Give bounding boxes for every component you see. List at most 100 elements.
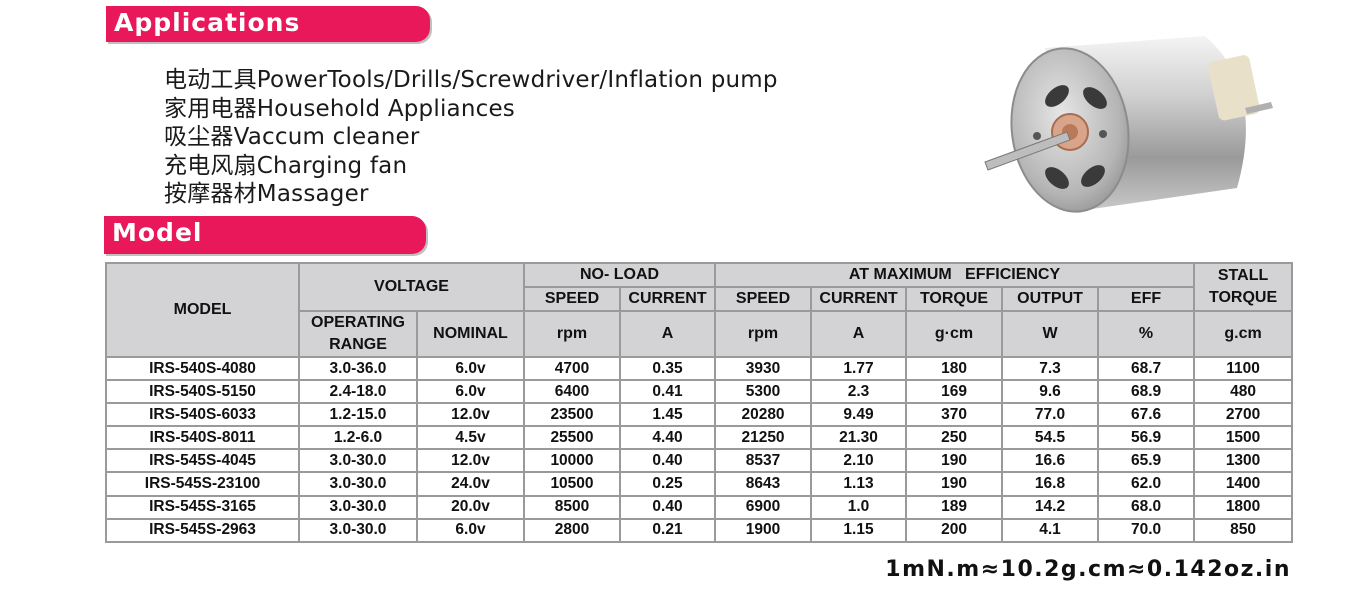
unit-eff-rpm: rpm [714, 310, 813, 358]
cell-eff-output: 77.0 [1001, 402, 1100, 428]
cell-eff-output: 54.5 [1001, 425, 1100, 451]
cell-eff-torque: 200 [905, 517, 1004, 543]
cell-eff-output: 16.8 [1001, 471, 1100, 497]
header-eff-speed: SPEED [714, 286, 813, 312]
model-banner: Model [104, 216, 426, 254]
header-nominal: NOMINAL [416, 310, 525, 358]
cell-eff-torque: 370 [905, 402, 1004, 428]
cell-model: IRS-545S-3165 [105, 494, 300, 520]
header-max-efficiency: AT MAXIMUM EFFICIENCY [714, 262, 1196, 288]
cell-nominal: 12.0v [416, 402, 525, 428]
cell-eff-percent: 67.6 [1097, 402, 1196, 428]
cell-eff-speed: 8643 [714, 471, 813, 497]
model-heading: Model [112, 218, 203, 247]
cell-eff-speed: 6900 [714, 494, 813, 520]
cell-eff-output: 4.1 [1001, 517, 1100, 543]
cell-eff-current: 21.30 [810, 425, 908, 451]
cell-eff-current: 1.77 [810, 355, 908, 382]
applications-banner: Applications [106, 6, 430, 42]
cell-eff-torque: 180 [905, 355, 1004, 382]
header-model: MODEL [105, 262, 300, 358]
cell-noload-speed: 25500 [523, 425, 621, 451]
unit-eff-a: A [810, 310, 908, 358]
cell-noload-current: 0.41 [618, 379, 717, 405]
cell-stall-torque: 2700 [1193, 402, 1294, 428]
cell-nominal: 6.0v [416, 379, 525, 405]
cell-eff-current: 1.13 [810, 471, 908, 497]
cell-eff-speed: 1900 [714, 517, 813, 543]
cell-nominal: 24.0v [416, 471, 525, 497]
cell-noload-current: 0.21 [618, 517, 717, 543]
cell-nominal: 6.0v [416, 355, 525, 382]
cell-noload-speed: 23500 [523, 402, 621, 428]
header-voltage: VOLTAGE [298, 262, 525, 312]
cell-eff-current: 2.3 [810, 379, 908, 405]
cell-eff-current: 1.15 [810, 517, 908, 543]
cell-operating-range: 1.2-15.0 [298, 402, 418, 428]
cell-eff-output: 16.6 [1001, 448, 1100, 474]
cell-stall-torque: 480 [1193, 379, 1294, 405]
cell-eff-torque: 190 [905, 471, 1004, 497]
cell-stall-torque: 1300 [1193, 448, 1294, 474]
cell-operating-range: 3.0-30.0 [298, 448, 418, 474]
cell-eff-torque: 189 [905, 494, 1004, 520]
cell-stall-torque: 850 [1193, 517, 1294, 543]
cell-nominal: 20.0v [416, 494, 525, 520]
model-spec-table: MODEL VOLTAGE NO- LOAD AT MAXIMUM EFFICI… [105, 262, 1294, 543]
header-operating-range: OPERATING RANGE [298, 310, 418, 358]
cell-eff-speed: 20280 [714, 402, 813, 428]
cell-noload-speed: 6400 [523, 379, 621, 405]
unit-eff-pct: % [1097, 310, 1196, 358]
table-body: IRS-540S-4080 3.0-36.0 6.0v 4700 0.35 3930 1.7… [105, 355, 1294, 543]
application-item: 家用电器Household Appliances [164, 95, 515, 122]
cell-eff-percent: 68.7 [1097, 355, 1196, 382]
cell-noload-current: 0.40 [618, 494, 717, 520]
conversion-note: 1mN.m≈10.2g.cm≈0.142oz.in [885, 557, 1291, 582]
applications-heading: Applications [114, 8, 301, 37]
cell-nominal: 4.5v [416, 425, 525, 451]
cell-noload-speed: 10000 [523, 448, 621, 474]
application-item: 按摩器材Massager [164, 181, 369, 207]
cell-eff-output: 7.3 [1001, 355, 1100, 382]
cell-eff-percent: 68.9 [1097, 379, 1196, 405]
cell-stall-torque: 1100 [1193, 355, 1294, 382]
cell-eff-speed: 3930 [714, 355, 813, 382]
cell-operating-range: 2.4-18.0 [298, 379, 418, 405]
unit-eff-gcm: g·cm [905, 310, 1004, 358]
cell-stall-torque: 1400 [1193, 471, 1294, 497]
cell-eff-output: 14.2 [1001, 494, 1100, 520]
cell-noload-current: 4.40 [618, 425, 717, 451]
application-item: 电动工具PowerTools/Drills/Screwdriver/Inflat… [164, 67, 778, 93]
unit-noload-a: A [618, 310, 717, 358]
cell-eff-speed: 8537 [714, 448, 813, 474]
cell-noload-speed: 4700 [523, 355, 621, 382]
application-item: 充电风扇Charging fan [164, 152, 408, 179]
header-noload-current: CURRENT [618, 286, 717, 312]
table-row: IRS-545S-4045 3.0-30.0 12.0v 10000 0.40 8537 2… [105, 448, 1294, 474]
cell-eff-percent: 65.9 [1097, 448, 1196, 474]
table-row: IRS-545S-3165 3.0-30.0 20.0v 8500 0.40 6900 1.… [105, 494, 1294, 520]
cell-eff-speed: 5300 [714, 379, 813, 405]
cell-noload-current: 0.25 [618, 471, 717, 497]
cell-eff-output: 9.6 [1001, 379, 1100, 405]
cell-model: IRS-540S-8011 [105, 425, 300, 451]
applications-list: 电动工具PowerTools/Drills/Screwdriver/Inflat… [164, 66, 778, 209]
cell-stall-torque: 1500 [1193, 425, 1294, 451]
cell-model: IRS-540S-4080 [105, 355, 300, 382]
cell-eff-speed: 21250 [714, 425, 813, 451]
cell-eff-torque: 169 [905, 379, 1004, 405]
cell-model: IRS-545S-4045 [105, 448, 300, 474]
cell-operating-range: 1.2-6.0 [298, 425, 418, 451]
cell-model: IRS-545S-23100 [105, 471, 300, 497]
cell-model: IRS-540S-6033 [105, 402, 300, 428]
cell-noload-speed: 10500 [523, 471, 621, 497]
cell-nominal: 12.0v [416, 448, 525, 474]
cell-model: IRS-545S-2963 [105, 517, 300, 543]
unit-eff-w: W [1001, 310, 1100, 358]
table-row: IRS-540S-4080 3.0-36.0 6.0v 4700 0.35 3930 1.7… [105, 355, 1294, 382]
cell-eff-percent: 68.0 [1097, 494, 1196, 520]
table-row: IRS-540S-8011 1.2-6.0 4.5v 25500 4.40 21250 21… [105, 425, 1294, 451]
cell-operating-range: 3.0-30.0 [298, 517, 418, 543]
header-eff-output: OUTPUT [1001, 286, 1100, 312]
table-row: IRS-545S-2963 3.0-30.0 6.0v 2800 0.21 1900 1.1… [105, 517, 1294, 543]
